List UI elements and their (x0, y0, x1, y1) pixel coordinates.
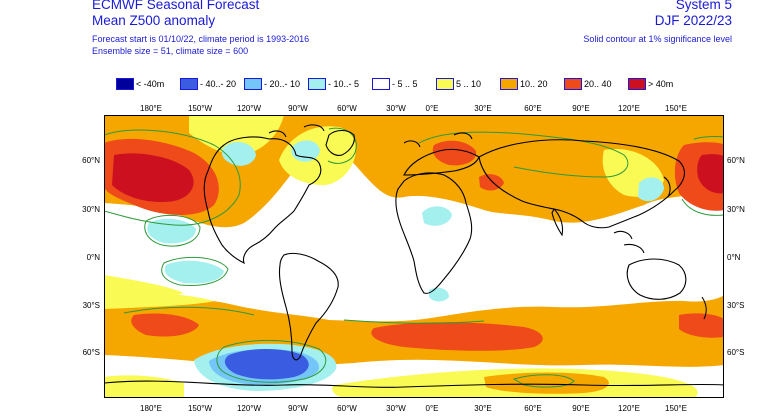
longitude-tick-label: 150°W (187, 404, 213, 413)
anomaly-map (104, 115, 724, 398)
longitude-tick-label: 90°W (288, 104, 308, 113)
longitude-axis-bottom: 180°E 150°W 120°W 90°W 60°W 30°W 0°E 30°E 60°E 90… (104, 404, 724, 414)
latitude-tick-label: 30°S (82, 301, 100, 310)
legend-label: - 5 .. 5 (392, 79, 418, 89)
longitude-tick-label: 90°E (572, 404, 590, 413)
anomaly-region-europe (432, 140, 477, 166)
latitude-axis-right: 60°N 30°N 0°N 30°S 60°S (727, 115, 757, 398)
legend-label: < -40m (136, 79, 165, 89)
latitude-tick-label: 60°S (82, 348, 100, 357)
longitude-tick-label: 180°E (140, 404, 162, 413)
anomaly-region-south-yellow (104, 293, 214, 309)
longitude-tick-label: 60°E (524, 404, 542, 413)
anomaly-region-yellow-west (189, 115, 284, 156)
significance-contours (104, 127, 724, 388)
legend-label: - 40..- 20 (200, 79, 237, 89)
anomaly-region-south-indian (371, 322, 543, 351)
latitude-tick-label: 30°N (727, 205, 745, 214)
anomaly-region-pacific-north-core (112, 153, 194, 203)
longitude-tick-label: 180°E (140, 104, 162, 113)
legend-swatch (180, 78, 198, 90)
anomaly-region-antarctic-core (224, 349, 309, 380)
legend-swatch (500, 78, 518, 90)
legend-label: > 40m (648, 79, 674, 89)
legend-swatch (628, 78, 646, 90)
anomaly-region-south-pacific-red (131, 313, 199, 337)
latitude-tick-label: 0°N (86, 253, 100, 262)
anomaly-region-south-atlantic (429, 287, 449, 302)
longitude-tick-label: 30°W (386, 404, 406, 413)
legend-swatch (564, 78, 582, 90)
longitude-tick-label: 0°E (425, 404, 439, 413)
longitude-tick-label: 120°E (618, 104, 640, 113)
latitude-tick-label: 30°S (727, 301, 745, 310)
forecast-info: Forecast start is 01/10/22, climate peri… (92, 34, 310, 44)
longitude-tick-label: 150°E (665, 404, 687, 413)
longitude-tick-label: 30°E (474, 404, 492, 413)
legend-swatch (308, 78, 326, 90)
legend-label: 5 .. 10 (456, 79, 482, 89)
anomaly-region-negative-atlantic (422, 206, 452, 226)
chart-subtitle: Mean Z500 anomaly (92, 13, 216, 28)
longitude-tick-label: 90°W (288, 404, 308, 413)
legend-swatch (244, 78, 262, 90)
longitude-tick-label: 90°E (572, 104, 590, 113)
anomaly-region-negative-arctic (222, 141, 256, 166)
longitude-tick-label: 60°E (524, 104, 542, 113)
significance-note: Solid contour at 1% significance level (583, 34, 732, 44)
legend-label: 20.. 40 (584, 79, 612, 89)
coastlines (104, 124, 724, 388)
legend-label: - 10..- 5 (328, 79, 360, 89)
legend-swatch (436, 78, 454, 90)
longitude-tick-label: 30°E (474, 104, 492, 113)
system-label: System 5 (675, 0, 732, 12)
latitude-tick-label: 60°N (82, 156, 100, 165)
legend-label: - 20..- 10 (264, 79, 301, 89)
longitude-axis-top: 180°E 150°W 120°W 90°W 60°W 30°W 0°E 30°E 60°E 90… (104, 104, 724, 114)
anomaly-region-dateline-east-core (697, 154, 724, 194)
period-label: DJF 2022/23 (654, 13, 732, 28)
map-frame (104, 115, 724, 398)
legend-swatch (372, 78, 390, 90)
longitude-tick-label: 60°W (337, 104, 357, 113)
anomaly-region-far-south-orange (484, 372, 609, 394)
anomaly-region-tropical-east-pacific (164, 260, 224, 284)
longitude-tick-label: 150°E (665, 104, 687, 113)
longitude-tick-label: 30°W (386, 104, 406, 113)
longitude-tick-label: 0°E (425, 104, 439, 113)
latitude-tick-label: 60°S (727, 348, 745, 357)
latitude-axis-left: 60°N 30°N 0°N 30°S 60°S (74, 115, 104, 398)
longitude-tick-label: 120°E (618, 404, 640, 413)
latitude-tick-label: 0°N (727, 253, 741, 262)
chart-title: ECMWF Seasonal Forecast (92, 0, 260, 12)
ensemble-info: Ensemble size = 51, climate size = 600 (92, 46, 249, 56)
latitude-tick-label: 60°N (727, 156, 745, 165)
longitude-tick-label: 120°W (236, 104, 262, 113)
legend-label: 10.. 20 (520, 79, 548, 89)
legend-swatch (116, 78, 134, 90)
anomaly-region-south-dateline-red (679, 313, 724, 338)
longitude-tick-label: 150°W (187, 104, 213, 113)
latitude-tick-label: 30°N (82, 205, 100, 214)
anomaly-region-negative-eastasia (638, 177, 664, 202)
longitude-tick-label: 60°W (337, 404, 357, 413)
longitude-tick-label: 120°W (236, 404, 262, 413)
